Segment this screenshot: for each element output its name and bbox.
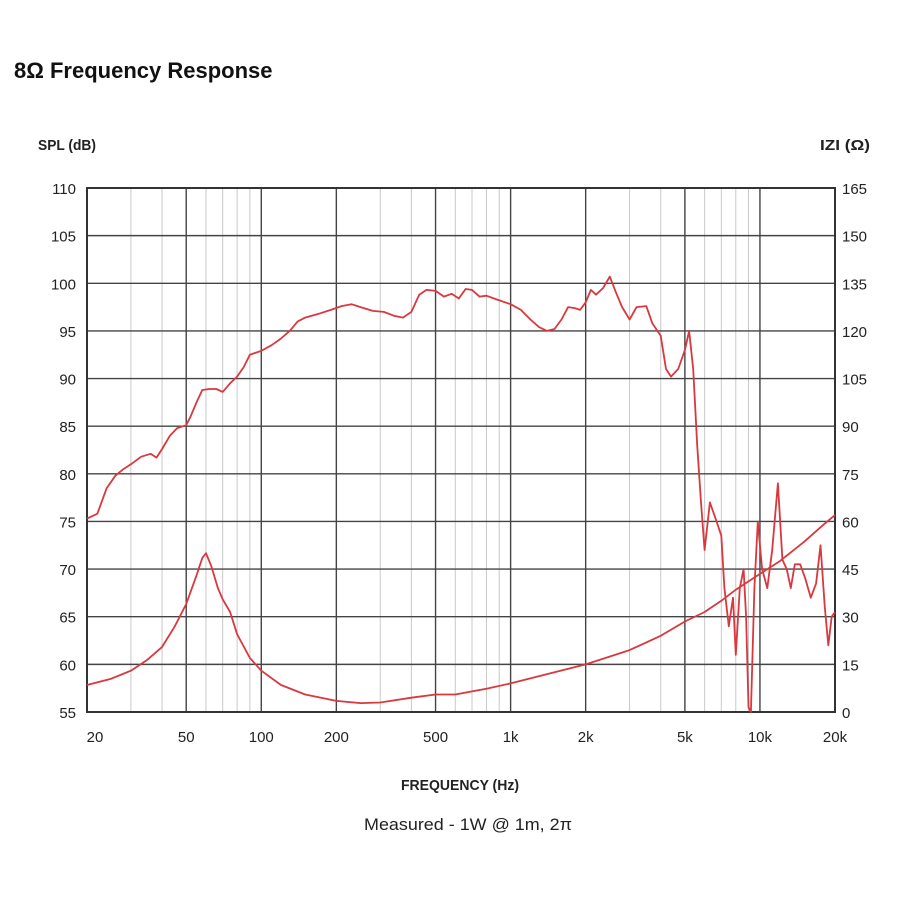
y2-tick-label: 30 [842, 610, 859, 627]
series-group [86, 275, 836, 713]
y2-axis-title: IZI (Ω) [820, 137, 870, 154]
y-tick-label: 55 [59, 705, 76, 722]
y-axis-title: SPL (dB) [38, 137, 96, 154]
y-tick-label: 105 [51, 229, 76, 246]
y2-tick-label: 135 [842, 276, 867, 293]
y2-tick-label: 105 [842, 372, 867, 389]
x-tick-label: 5k [677, 729, 693, 746]
y-tick-label: 70 [59, 562, 76, 579]
x-axis-title: FREQUENCY (Hz) [401, 777, 519, 794]
y-tick-label: 75 [59, 514, 76, 531]
y2-tick-label: 0 [842, 705, 850, 722]
x-tick-label: 2k [578, 729, 594, 746]
x-tick-label: 20k [823, 729, 848, 746]
x-tick-label: 200 [324, 729, 349, 746]
minor-gridlines [130, 188, 750, 712]
y2-tick-label: 75 [842, 467, 859, 484]
x-tick-label: 20 [87, 729, 104, 746]
y2-tick-label: 120 [842, 324, 867, 341]
y2-tick-label: 150 [842, 229, 867, 246]
y2-tick-label: 90 [842, 419, 859, 436]
y-tick-label: 80 [59, 467, 76, 484]
spl-curve [86, 275, 836, 713]
y-tick-labels: 110 105 100 95 90 85 80 75 70 65 60 55 [51, 181, 76, 722]
y-tick-label: 60 [59, 657, 76, 674]
y-tick-label: 85 [59, 419, 76, 436]
plot-frame [86, 187, 836, 713]
major-gridlines [87, 188, 835, 712]
x-tick-label: 100 [249, 729, 274, 746]
x-tick-label: 10k [748, 729, 773, 746]
y2-tick-label: 60 [842, 514, 859, 531]
x-tick-label: 1k [503, 729, 519, 746]
impedance-curve [86, 514, 836, 704]
y2-tick-label: 45 [842, 562, 859, 579]
y2-tick-label: 165 [842, 181, 867, 198]
y-tick-label: 100 [51, 276, 76, 293]
x-tick-label: 50 [178, 729, 195, 746]
page-title: 8Ω Frequency Response [14, 58, 273, 83]
y-tick-label: 65 [59, 610, 76, 627]
y-tick-label: 110 [52, 181, 76, 198]
x-tick-label: 500 [423, 729, 448, 746]
x-tick-labels: 20 50 100 200 500 1k 2k 5k 10k 20k [87, 729, 848, 746]
y-tick-label: 95 [59, 324, 76, 341]
y-tick-label: 90 [59, 372, 76, 389]
y2-tick-label: 15 [842, 657, 859, 674]
measurement-note: Measured - 1W @ 1m, 2π [364, 815, 572, 834]
